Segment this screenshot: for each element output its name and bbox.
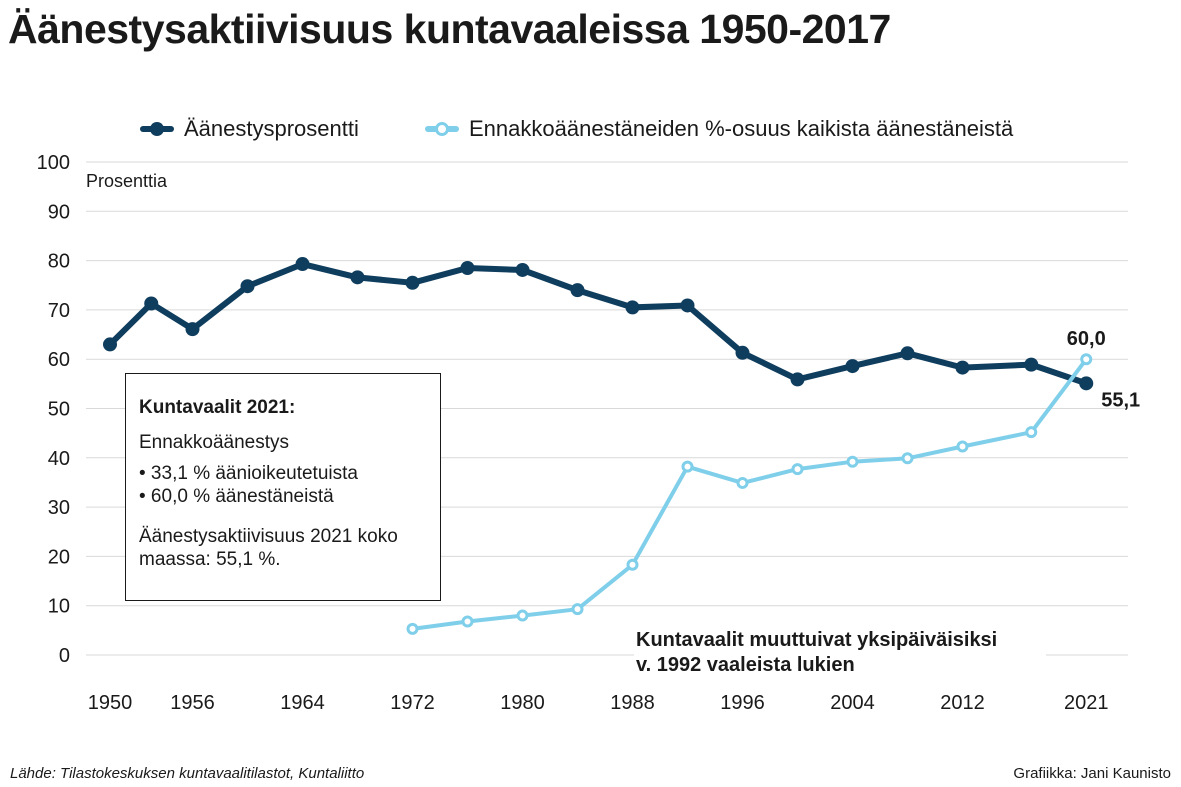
y-tick-label: 10 bbox=[48, 596, 70, 618]
data-point-advance-vote bbox=[626, 558, 639, 571]
data-point-turnout bbox=[144, 296, 159, 311]
series-line-advance-vote bbox=[410, 357, 1089, 631]
x-tick-label: 1950 bbox=[88, 692, 133, 714]
data-label: 55,1 bbox=[1101, 389, 1140, 411]
info-box-subheading: Ennakkoäänestys bbox=[139, 432, 289, 453]
y-tick-label: 90 bbox=[48, 201, 70, 223]
data-point-turnout bbox=[1024, 357, 1039, 372]
data-label: 60,0 bbox=[1067, 328, 1106, 350]
y-tick-label: 20 bbox=[48, 546, 70, 568]
source-note: Lähde: Tilastokeskuksen kuntavaalitilast… bbox=[10, 765, 365, 782]
annotation-note: Kuntavaalit muuttuivat yksipäiväisiksi v… bbox=[634, 628, 1046, 678]
x-tick-label: 2012 bbox=[940, 692, 985, 714]
data-point-turnout bbox=[900, 346, 915, 361]
data-point-turnout bbox=[240, 279, 255, 294]
legend: Äänestysprosentti Ennakkoäänestäneiden %… bbox=[0, 116, 1181, 146]
data-point-turnout bbox=[405, 275, 420, 290]
y-tick-label: 40 bbox=[48, 448, 70, 470]
y-tick-label: 70 bbox=[48, 300, 70, 322]
x-tick-label: 2004 bbox=[830, 692, 875, 714]
data-point-advance-vote bbox=[571, 603, 584, 616]
annotation-line: v. 1992 vaaleista lukien bbox=[636, 654, 855, 676]
data-point-advance-vote bbox=[1080, 353, 1093, 366]
data-point-turnout bbox=[790, 372, 805, 387]
data-point-advance-vote bbox=[1025, 426, 1038, 439]
data-point-turnout bbox=[680, 298, 695, 313]
legend-label-turnout: Äänestysprosentti bbox=[184, 116, 359, 141]
x-tick-label: 1972 bbox=[390, 692, 435, 714]
info-box-bullet: • 33,1 % äänioikeutetuista bbox=[139, 463, 358, 484]
legend-item-turnout: Äänestysprosentti bbox=[140, 116, 359, 142]
data-point-turnout bbox=[845, 359, 860, 374]
data-point-turnout bbox=[460, 260, 475, 275]
data-point-turnout bbox=[295, 257, 310, 272]
series-line-turnout bbox=[107, 261, 1090, 387]
y-tick-label: 60 bbox=[48, 349, 70, 371]
data-point-turnout bbox=[350, 270, 365, 285]
data-point-advance-vote bbox=[846, 455, 859, 468]
x-tick-label: 1988 bbox=[610, 692, 655, 714]
x-tick-label: 1996 bbox=[720, 692, 765, 714]
data-point-turnout bbox=[103, 337, 117, 352]
credit-note: Grafiikka: Jani Kaunisto bbox=[1013, 765, 1171, 782]
x-tick-label: 1964 bbox=[280, 692, 325, 714]
y-tick-label: 50 bbox=[48, 399, 70, 421]
data-point-turnout bbox=[625, 300, 640, 315]
data-point-advance-vote bbox=[461, 615, 474, 628]
y-axis-label: Prosenttia bbox=[86, 171, 168, 191]
data-point-advance-vote bbox=[736, 476, 749, 489]
info-box-bullet: • 60,0 % äänestäneistä bbox=[139, 486, 334, 507]
data-point-advance-vote bbox=[901, 452, 914, 465]
info-box-heading: Kuntavaalit 2021: bbox=[139, 397, 296, 418]
info-box-total: Äänestysaktiivisuus 2021 koko maassa: 55… bbox=[139, 526, 398, 570]
data-point-advance-vote bbox=[956, 440, 969, 453]
y-tick-label: 0 bbox=[59, 645, 70, 667]
chart-title: Äänestysaktiivisuus kuntavaaleissa 1950-… bbox=[8, 6, 891, 52]
legend-item-advance-vote: Ennakkoäänestäneiden %-osuus kaikista ää… bbox=[425, 116, 1013, 142]
y-tick-label: 80 bbox=[48, 251, 70, 273]
legend-swatch-turnout bbox=[140, 122, 174, 136]
data-point-advance-vote bbox=[681, 460, 694, 473]
data-point-turnout bbox=[185, 322, 200, 337]
x-tick-label: 2021 bbox=[1064, 692, 1109, 714]
data-point-turnout bbox=[735, 345, 750, 360]
annotation-line: Kuntavaalit muuttuivat yksipäiväisiksi bbox=[636, 629, 998, 651]
data-point-turnout bbox=[1079, 376, 1094, 391]
y-tick-label: 100 bbox=[37, 152, 70, 174]
data-point-advance-vote bbox=[406, 622, 419, 635]
data-point-advance-vote bbox=[516, 609, 529, 622]
data-point-turnout bbox=[570, 283, 585, 298]
data-point-advance-vote bbox=[791, 463, 804, 476]
legend-label-advance-vote: Ennakkoäänestäneiden %-osuus kaikista ää… bbox=[469, 116, 1014, 141]
y-tick-label: 30 bbox=[48, 497, 70, 519]
data-point-turnout bbox=[515, 262, 530, 277]
legend-swatch-advance-vote bbox=[425, 122, 459, 136]
x-tick-label: 1956 bbox=[170, 692, 215, 714]
x-tick-label: 1980 bbox=[500, 692, 545, 714]
info-box: Kuntavaalit 2021: Ennakkoäänestys • 33,1… bbox=[125, 373, 441, 601]
data-point-turnout bbox=[955, 360, 970, 375]
